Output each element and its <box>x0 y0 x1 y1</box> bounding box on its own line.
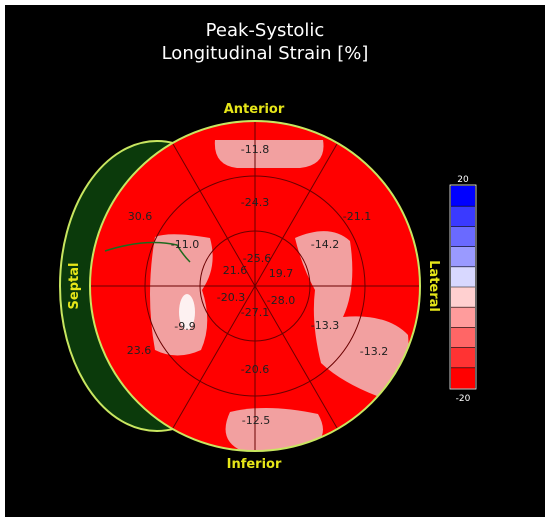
segment-label-basal-3: -12.5 <box>242 414 270 427</box>
pale-region-anterior <box>214 140 324 168</box>
segment-label-apical-2: -28.0 <box>267 294 295 307</box>
orientation-label-inferior: Inferior <box>227 457 282 472</box>
bullseye-plot: -11.8 -21.1 -13.2 -12.5 23.6 30.6 -24.3 … <box>59 102 477 472</box>
segment-label-apical-4: -20.3 <box>217 291 245 304</box>
segment-label-basal-5: 30.6 <box>128 210 153 223</box>
pale-region-lateral <box>295 231 409 396</box>
pale-region-inferior <box>225 407 323 451</box>
segment-label-apical-3: -27.1 <box>241 306 269 319</box>
segment-label-mid-5: -11.0 <box>171 238 199 251</box>
colorbar-band <box>451 347 475 369</box>
colorbar-frame <box>449 184 477 390</box>
chart-title-line-1: Peak-Systolic <box>205 20 325 41</box>
highlight-spot <box>179 294 195 330</box>
colorbar-band <box>451 226 475 247</box>
segment-label-apical-0: -25.6 <box>243 252 271 265</box>
bullseye-outline <box>89 120 421 452</box>
segment-label-mid-1: -14.2 <box>311 238 339 251</box>
colorbar-band <box>451 206 475 227</box>
segment-label-apical-1: 19.7 <box>269 267 294 280</box>
colorbar-band <box>451 307 475 328</box>
segment-label-basal-4: 23.6 <box>127 344 152 357</box>
colorbar-band <box>451 246 475 268</box>
orientation-labels: Anterior Inferior Septal Lateral <box>67 102 441 472</box>
colorbar-band <box>451 186 475 207</box>
segment-labels: -11.8 -21.1 -13.2 -12.5 23.6 30.6 -24.3 … <box>127 143 388 427</box>
segment-label-basal-2: -13.2 <box>360 345 388 358</box>
chart-title: Peak-Systolic Longitudinal Strain [%] <box>5 19 525 65</box>
colorbar-min-label: -20 <box>456 394 471 404</box>
colorbar-band <box>451 287 475 308</box>
segment-label-mid-4: -9.9 <box>174 320 195 333</box>
orientation-label-lateral: Lateral <box>426 260 441 312</box>
colorbar-max-label: 20 <box>457 175 469 185</box>
segment-grid <box>90 121 420 451</box>
colorbar-band <box>451 266 475 288</box>
segment-label-basal-0: -11.8 <box>241 143 269 156</box>
colorbar-bands <box>451 186 475 389</box>
orientation-label-anterior: Anterior <box>224 102 285 117</box>
segment-label-basal-1: -21.1 <box>343 210 371 223</box>
colorbar: 20 -20 <box>449 175 477 404</box>
segment-label-mid-3: -20.6 <box>241 363 269 376</box>
pale-regions <box>150 140 409 451</box>
chart-title-line-2: Longitudinal Strain [%] <box>161 43 369 64</box>
septal-contour-line <box>104 241 191 263</box>
colorbar-band <box>451 367 475 389</box>
segment-label-mid-2: -13.3 <box>311 319 339 332</box>
segment-label-apical-5: 21.6 <box>223 264 248 277</box>
spoke-diag-2 <box>172 142 338 430</box>
segment-label-mid-0: -24.3 <box>241 196 269 209</box>
orientation-label-septal: Septal <box>67 263 82 310</box>
plot-frame: Peak-Systolic Longitudinal Strain [%] <box>5 5 545 517</box>
pale-region-septal <box>150 234 213 356</box>
colorbar-band <box>451 327 475 348</box>
